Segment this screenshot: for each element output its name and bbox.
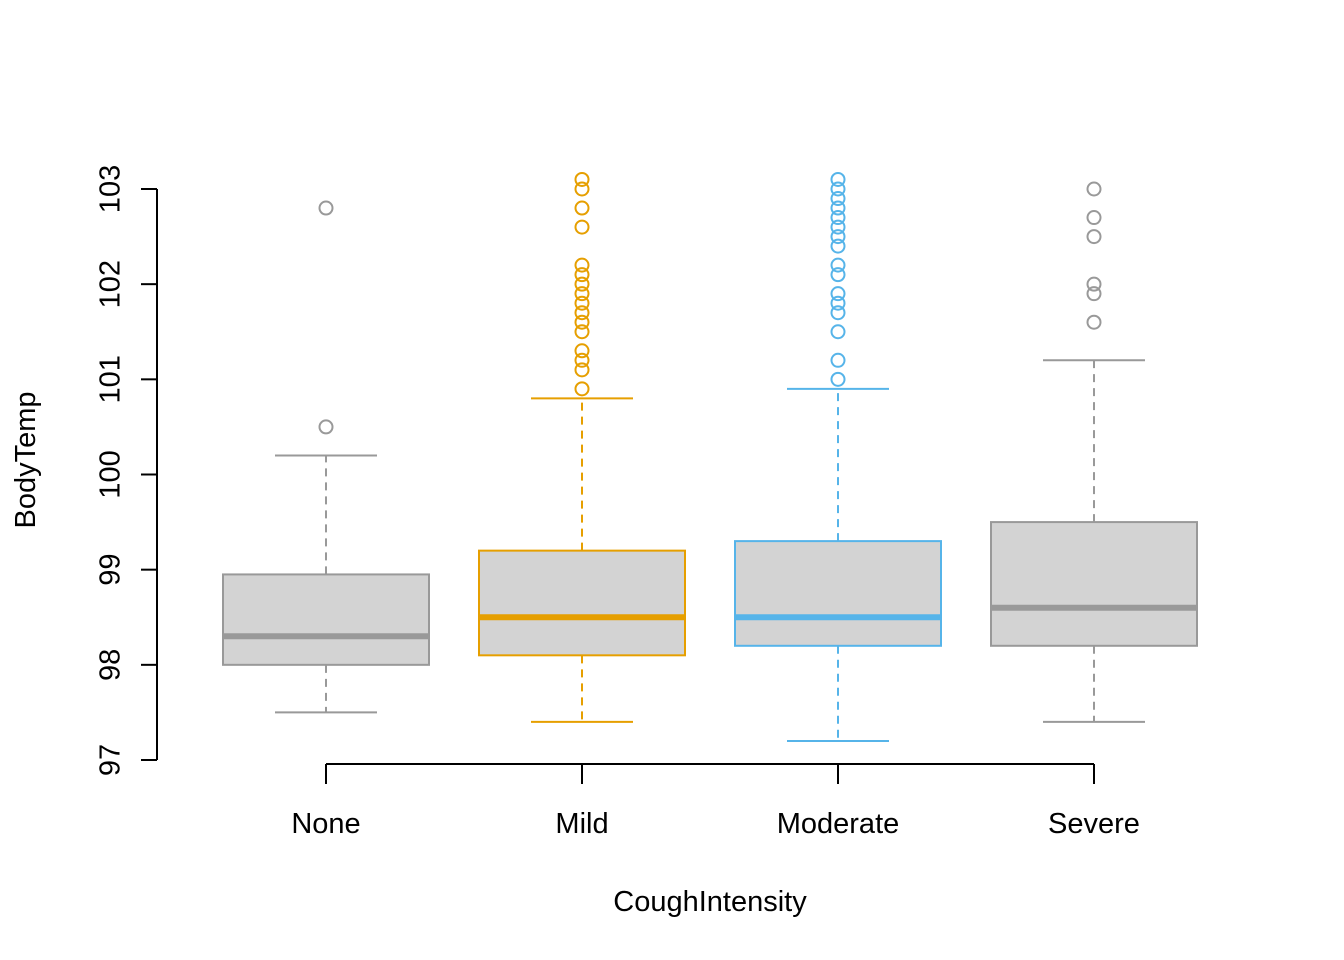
outlier-point	[574, 362, 590, 378]
outlier-point	[574, 219, 590, 235]
box-group-none	[222, 200, 430, 714]
y-tick-label: 97	[94, 744, 126, 776]
outlier-point	[830, 267, 846, 283]
x-tick-label: Moderate	[777, 808, 900, 840]
x-tick-label: Mild	[555, 808, 608, 840]
box-group-severe	[990, 181, 1198, 723]
x-tick-label: None	[291, 808, 360, 840]
y-tick-label: 98	[94, 649, 126, 681]
outlier-point	[574, 352, 590, 368]
box	[478, 549, 686, 657]
outlier-point	[830, 324, 846, 340]
outlier-point	[830, 219, 846, 235]
y-axis: 97 98 99 100 101 102 103	[94, 165, 158, 776]
box-group-moderate	[734, 171, 942, 742]
outlier-point	[574, 295, 590, 311]
y-axis-title: BodyTemp	[10, 391, 42, 528]
boxes	[222, 171, 1198, 742]
outlier-point	[830, 200, 846, 216]
outlier-point	[1086, 276, 1102, 292]
box	[734, 540, 942, 647]
outlier-point	[830, 210, 846, 226]
outlier-point	[574, 276, 590, 292]
outlier-point	[574, 286, 590, 302]
y-tick-label: 102	[94, 260, 126, 308]
box-group-mild	[478, 171, 686, 723]
outlier-point	[318, 419, 334, 435]
outlier-point	[1086, 229, 1102, 245]
outlier-point	[830, 238, 846, 254]
x-tick-label: Severe	[1048, 808, 1140, 840]
outlier-point	[574, 314, 590, 330]
outlier-point	[574, 181, 590, 197]
outlier-point	[1086, 314, 1102, 330]
outlier-point	[574, 305, 590, 321]
outlier-point	[830, 257, 846, 273]
outlier-point	[574, 257, 590, 273]
box	[990, 521, 1198, 647]
outlier-point	[830, 181, 846, 197]
outlier-point	[830, 352, 846, 368]
outlier-point	[1086, 286, 1102, 302]
y-tick-label: 99	[94, 554, 126, 586]
y-tick-label: 103	[94, 165, 126, 213]
y-tick-label: 100	[94, 450, 126, 498]
x-axis-title: CoughIntensity	[613, 886, 807, 918]
outlier-point	[830, 305, 846, 321]
outlier-point	[830, 371, 846, 387]
outlier-point	[574, 343, 590, 359]
outlier-point	[574, 200, 590, 216]
outlier-point	[830, 229, 846, 245]
y-tick-label: 101	[94, 355, 126, 403]
outlier-point	[830, 191, 846, 207]
outlier-point	[1086, 181, 1102, 197]
outlier-point	[830, 171, 846, 187]
box	[222, 573, 430, 666]
outlier-point	[318, 200, 334, 216]
outlier-point	[574, 381, 590, 397]
outlier-point	[830, 286, 846, 302]
outlier-point	[574, 267, 590, 283]
outlier-point	[574, 324, 590, 340]
outlier-point	[1086, 210, 1102, 226]
outlier-point	[830, 295, 846, 311]
x-axis: None Mild Moderate Severe	[291, 763, 1140, 840]
outlier-point	[574, 171, 590, 187]
